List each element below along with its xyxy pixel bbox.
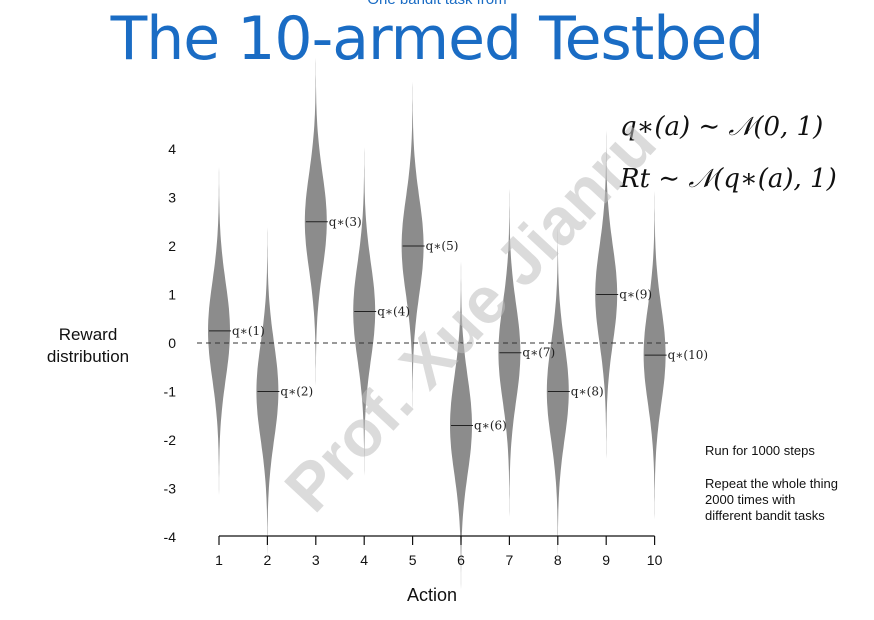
mean-label-4: q∗(4) (377, 304, 410, 318)
y-tick-labels: -4 -3 -2 -1 0 1 2 3 4 (164, 141, 177, 545)
x-tick-label-6: 6 (457, 552, 465, 568)
y-tick-label--3: -3 (164, 481, 177, 497)
slide-top-text: One bandit task from (0, 0, 874, 8)
y-tick-label--4: -4 (164, 529, 177, 545)
y-tick-label-1: 1 (168, 287, 176, 303)
mean-label-9: q∗(9) (619, 288, 652, 302)
y-tick-label-2: 2 (168, 238, 176, 254)
x-tick-label-1: 1 (215, 552, 223, 568)
x-axis: 1 2 3 4 5 6 7 8 9 10 (215, 535, 663, 568)
note-run-steps: Run for 1000 steps (705, 443, 815, 458)
mean-label-3: q∗(3) (329, 215, 362, 229)
y-tick-label-4: 4 (168, 141, 176, 157)
mean-label-7: q∗(7) (522, 346, 555, 360)
formula-action-value: q∗(a) ∼ 𝒩(0, 1) (620, 112, 824, 142)
mean-label-6: q∗(6) (474, 418, 507, 432)
x-tick-label-5: 5 (409, 552, 417, 568)
x-tick-label-4: 4 (360, 552, 368, 568)
mean-label-10: q∗(10) (668, 348, 708, 362)
mean-label-8: q∗(8) (571, 385, 604, 399)
x-tick-label-3: 3 (312, 552, 320, 568)
y-axis-label-text: Reward distribution (46, 325, 130, 366)
mean-label-5: q∗(5) (426, 239, 459, 253)
mean-label-1: q∗(1) (232, 324, 265, 338)
x-tick-label-10: 10 (647, 552, 663, 568)
formula-reward: Rt ∼ 𝒩(q∗(a), 1) (620, 164, 837, 194)
mean-lines: q∗(1) q∗(2) q∗(3) q∗(4) q∗(5) q∗(6) q∗(7) q∗(8)… (209, 215, 708, 432)
violins (208, 52, 666, 596)
slide-title: The 10-armed Testbed (110, 4, 765, 74)
note-repeat: Repeat the whole thing 2000 times with d… (705, 476, 838, 523)
x-axis-label: Action (407, 585, 457, 605)
x-tick-label-7: 7 (506, 552, 514, 568)
y-tick-label-3: 3 (168, 190, 176, 206)
x-tick-label-8: 8 (554, 552, 562, 568)
x-tick-label-2: 2 (264, 552, 272, 568)
y-tick-label-0: 0 (168, 335, 176, 351)
x-tick-label-9: 9 (602, 552, 610, 568)
y-tick-label--2: -2 (164, 432, 177, 448)
y-tick-label--1: -1 (164, 384, 177, 400)
mean-label-2: q∗(2) (280, 385, 313, 399)
y-axis-label: Reward distribution (28, 324, 148, 368)
